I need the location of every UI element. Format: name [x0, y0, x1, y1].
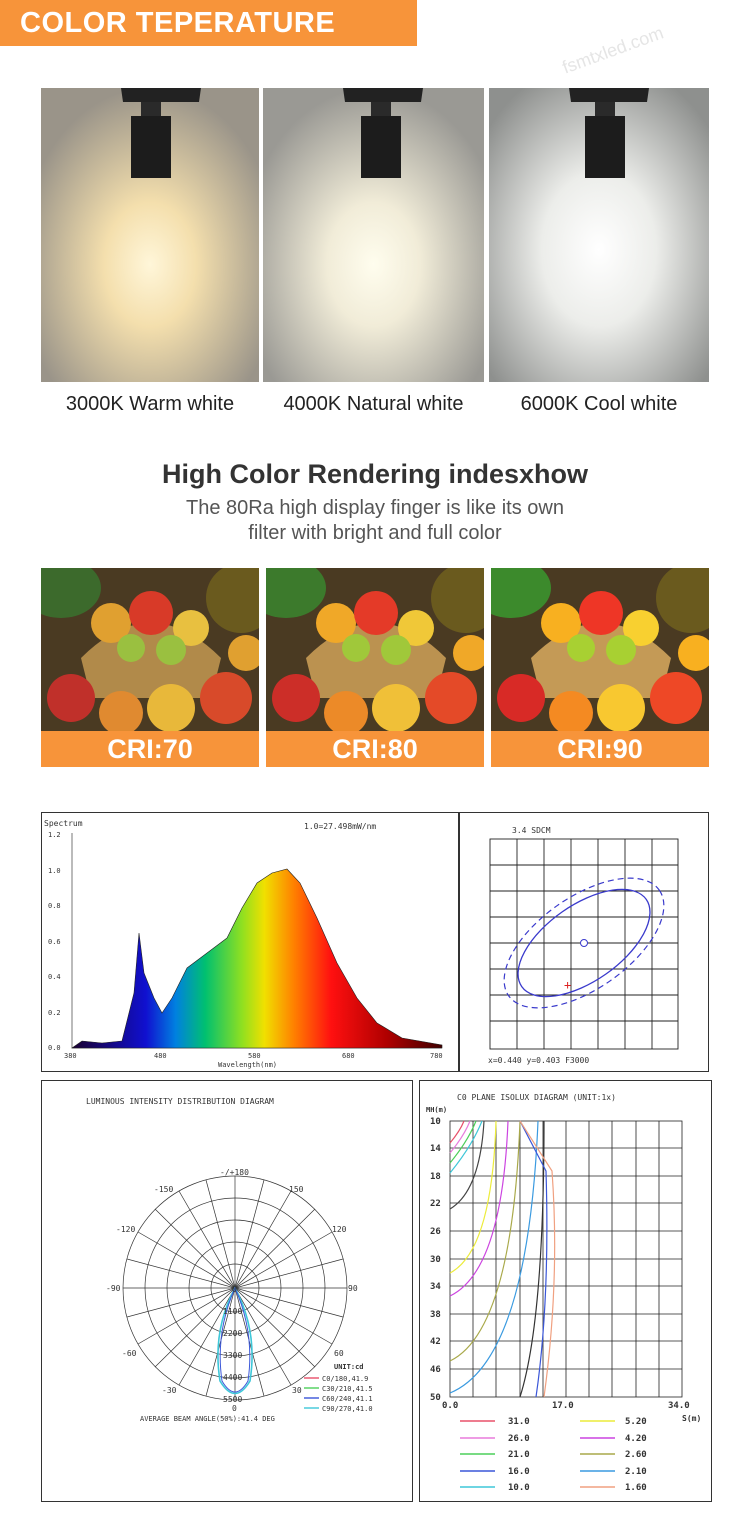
cri-label-80: CRI:80 [266, 731, 484, 767]
sdcm-readout: x=0.440 y=0.403 F3000 [488, 1056, 589, 1065]
polar-panel: LUMINOUS INTENSITY DISTRIBUTION DIAGRAM … [41, 1080, 413, 1502]
polar-angle-label: 90 [348, 1284, 358, 1293]
sdcm-title: 3.4 SDCM [512, 826, 551, 835]
isolux-ytick: 50 [430, 1393, 441, 1403]
cri-label-70: CRI:70 [41, 731, 259, 767]
sdcm-panel: 3.4 SDCM + x=0.440 y=0.403 F3000 [459, 812, 709, 1072]
polar-radial-label: 5500 [223, 1395, 242, 1404]
watermark: fsmtxled.com [559, 22, 667, 78]
isolux-legend-item: 21.0 [508, 1450, 530, 1460]
spectrum-ytick: 0.2 [48, 1009, 61, 1017]
polar-angle-label: -90 [106, 1284, 121, 1293]
isolux-legend-item: 10.0 [508, 1483, 530, 1493]
spectrum-scale-note: 1.0=27.498mW/nm [304, 822, 376, 831]
polar-angle-label: -150 [154, 1185, 173, 1194]
isolux-ytick: 18 [430, 1172, 441, 1182]
cri-subtitle-line1: The 80Ra high display finger is like its… [186, 497, 564, 519]
spectrum-panel: Spectrum 1.0=27.498mW/nm 1.2 1.0 0.8 0.6… [41, 812, 459, 1072]
section-header: COLOR TEPERATURE [0, 0, 417, 46]
polar-legend-item: C0/180,41.9 [322, 1375, 368, 1383]
isolux-legend-item: 31.0 [508, 1417, 530, 1427]
isolux-legend-item: 2.10 [625, 1467, 647, 1477]
polar-footer: AVERAGE BEAM ANGLE(50%):41.4 DEG [140, 1415, 275, 1423]
isolux-ytick: 26 [430, 1227, 441, 1237]
isolux-y-title: MH(m) [426, 1106, 447, 1114]
isolux-panel: C0 PLANE ISOLUX DIAGRAM (UNIT:1x) MH(m) [419, 1080, 712, 1502]
isolux-ytick: 42 [430, 1337, 441, 1347]
isolux-xtick: 34.0 [668, 1401, 690, 1411]
spectrum-ytick: 1.0 [48, 867, 61, 875]
spectrum-xtick: 380 [64, 1052, 77, 1060]
section-title: COLOR TEPERATURE [20, 7, 336, 39]
polar-radial-label: 3300 [223, 1351, 242, 1360]
polar-angle-label: 60 [334, 1349, 344, 1358]
polar-legend-item: C90/270,41.0 [322, 1405, 373, 1413]
polar-angle-label: 0 [232, 1285, 237, 1294]
spectrum-title: Spectrum [44, 819, 83, 828]
photo-warm-white [41, 88, 259, 382]
isolux-legend-item: 1.60 [625, 1483, 647, 1493]
polar-angle-label: -60 [122, 1349, 137, 1358]
isolux-legend-item: 2.60 [625, 1450, 647, 1460]
isolux-ytick: 34 [430, 1282, 441, 1292]
isolux-xtick: 17.0 [552, 1401, 574, 1411]
cri-subtitle-line2: filter with bright and full color [248, 522, 502, 544]
spectrum-xtick: 680 [342, 1052, 355, 1060]
spectrum-ytick: 0.4 [48, 973, 61, 981]
spectrum-ytick: 0.8 [48, 902, 61, 910]
spectrum-xlabel: Wavelength(nm) [218, 1061, 277, 1069]
polar-angle-label: 150 [289, 1185, 304, 1194]
spectrum-xtick: 780 [430, 1052, 443, 1060]
isolux-ytick: 38 [430, 1310, 441, 1320]
isolux-xtick: 0.0 [442, 1401, 458, 1411]
polar-angle-label: -/+180 [220, 1168, 249, 1177]
isolux-legend-item: 4.20 [625, 1434, 647, 1444]
isolux-title: C0 PLANE ISOLUX DIAGRAM (UNIT:1x) [457, 1093, 616, 1102]
polar-angle-label: 0 [232, 1404, 237, 1413]
isolux-ytick: 14 [430, 1144, 441, 1154]
polar-angle-label: -30 [162, 1386, 177, 1395]
spectrum-ytick: 0.0 [48, 1044, 61, 1052]
isolux-ytick: 10 [430, 1117, 441, 1127]
polar-angle-label: 30 [292, 1386, 302, 1395]
polar-legend-item: C30/210,41.5 [322, 1385, 373, 1393]
polar-radial-label: 4400 [223, 1373, 242, 1382]
cri-label-90: CRI:90 [491, 731, 709, 767]
caption-cool-white: 6000K Cool white [520, 393, 678, 415]
cri-heading: High Color Rendering indesxhow [161, 459, 588, 489]
fruit-photo-cri80 [266, 568, 484, 731]
isolux-legend-item: 5.20 [625, 1417, 647, 1427]
spectrum-xtick: 580 [248, 1052, 261, 1060]
polar-radial-label: 1100 [223, 1307, 242, 1316]
caption-natural-white: 4000K Natural white [283, 393, 464, 415]
fruit-photo-cri90 [491, 568, 709, 731]
polar-angle-label: -120 [116, 1225, 135, 1234]
isolux-x-title: S(m) [682, 1414, 701, 1423]
polar-legend-item: C60/240,41.1 [322, 1395, 373, 1403]
isolux-legend-item: 26.0 [508, 1434, 530, 1444]
polar-unit: UNIT:cd [334, 1363, 364, 1371]
isolux-ytick: 30 [430, 1255, 441, 1265]
spectrum-xtick: 480 [154, 1052, 167, 1060]
photo-natural-white [263, 88, 484, 382]
isolux-ytick: 22 [430, 1199, 441, 1209]
caption-warm-white: 3000K Warm white [65, 393, 235, 415]
spectrum-ytick: 0.6 [48, 938, 61, 946]
polar-title: LUMINOUS INTENSITY DISTRIBUTION DIAGRAM [86, 1097, 274, 1106]
isolux-legend-item: 16.0 [508, 1467, 530, 1477]
isolux-ytick: 46 [430, 1365, 441, 1375]
spectrum-ytick: 1.2 [48, 831, 61, 839]
fruit-photo-cri70 [41, 568, 259, 731]
polar-radial-label: 2200 [223, 1329, 242, 1338]
photo-cool-white [489, 88, 709, 382]
sdcm-measured-point-icon: + [564, 978, 571, 992]
polar-angle-label: 120 [332, 1225, 347, 1234]
